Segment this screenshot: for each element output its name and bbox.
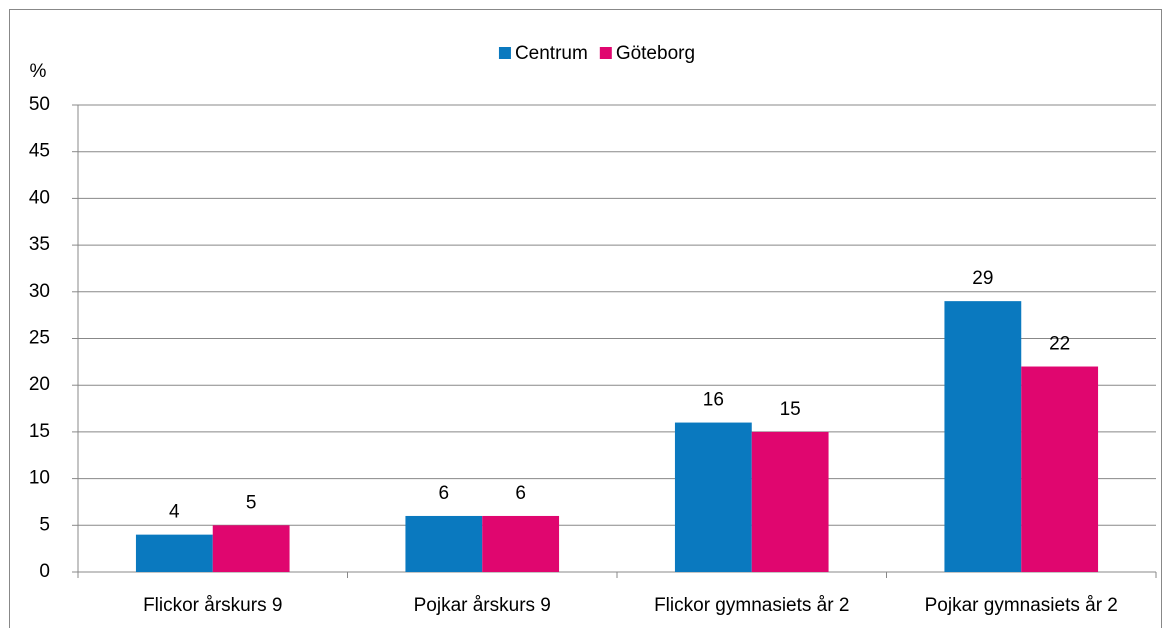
x-tick-label: Flickor årskurs 9 [143, 595, 282, 616]
bar [674, 422, 752, 572]
y-tick-label: 0 [39, 561, 50, 582]
y-tick-label: 15 [29, 421, 50, 442]
data-label: 6 [439, 483, 450, 504]
y-tick-label: 40 [29, 187, 50, 208]
y-tick-label: 25 [29, 328, 50, 349]
bar [135, 534, 213, 572]
bar [751, 431, 829, 572]
data-label: 4 [169, 502, 180, 523]
data-label: 6 [515, 483, 526, 504]
data-label: 16 [703, 390, 724, 411]
y-tick-label: 35 [29, 234, 50, 255]
legend-swatch [498, 47, 511, 59]
legend-label: Göteborg [616, 43, 695, 64]
data-label: 29 [972, 268, 993, 289]
legend-swatch [599, 47, 612, 59]
y-tick-label: 20 [29, 374, 50, 395]
data-label: 5 [246, 492, 257, 513]
y-tick-label: 50 [29, 94, 50, 115]
bar [405, 515, 483, 572]
y-tick-label: 45 [29, 141, 50, 162]
data-label: 22 [1049, 334, 1070, 355]
x-tick-label: Pojkar gymnasiets år 2 [925, 595, 1118, 616]
y-tick-label: 30 [29, 281, 50, 302]
legend-label: Centrum [515, 43, 588, 64]
y-tick-label: 10 [29, 468, 50, 489]
bar [1021, 366, 1099, 572]
bar [212, 525, 290, 572]
x-tick-label: Pojkar årskurs 9 [414, 595, 551, 616]
x-tick-label: Flickor gymnasiets år 2 [654, 595, 849, 616]
y-tick-label: 5 [39, 514, 50, 535]
data-label: 15 [780, 399, 801, 420]
y-axis-label: % [30, 61, 47, 82]
bar [482, 515, 560, 572]
bar [944, 301, 1022, 572]
